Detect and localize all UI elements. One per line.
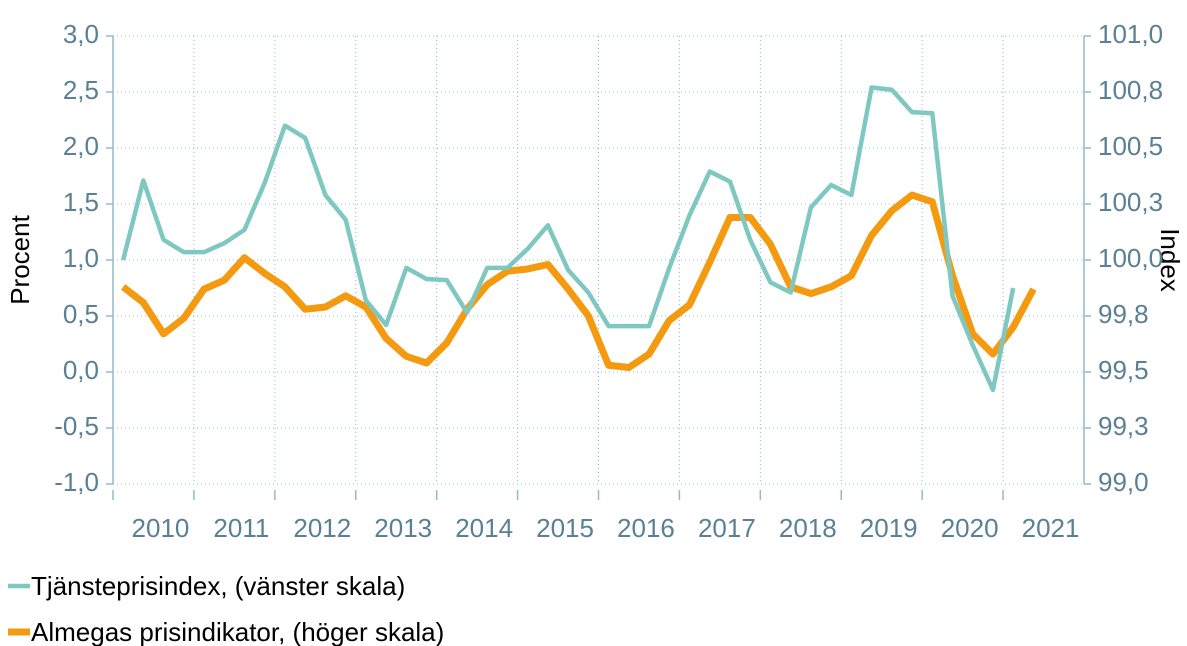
y-tick-label: 1,5 — [63, 187, 99, 217]
y-tick-label: -1,0 — [54, 467, 99, 497]
y-axis-label: Procent — [5, 214, 35, 304]
x-tick-label: 2012 — [293, 513, 351, 543]
x-tick-label: 2014 — [455, 513, 513, 543]
y2-tick-label: 101,0 — [1098, 19, 1163, 49]
y-tick-label: 2,5 — [63, 75, 99, 105]
y2-tick-label: 99,5 — [1098, 355, 1149, 385]
x-tick-label: 2016 — [617, 513, 675, 543]
x-tick-label: 2019 — [860, 513, 918, 543]
y2-tick-label: 100,5 — [1098, 131, 1163, 161]
y-tick-label: 0,5 — [63, 299, 99, 329]
x-tick-label: 2018 — [779, 513, 837, 543]
x-tick-label: 2017 — [698, 513, 756, 543]
series-line — [120, 85, 1016, 393]
x-tick-label: 2015 — [536, 513, 594, 543]
y-tick-label: 3,0 — [63, 19, 99, 49]
y-tick-label: -0,5 — [54, 411, 99, 441]
y2-axis-label: Index — [1155, 228, 1185, 292]
y2-tick-label: 100,3 — [1098, 187, 1163, 217]
y2-tick-label: 100,0 — [1098, 243, 1163, 273]
y2-tick-label: 100,8 — [1098, 75, 1163, 105]
y-tick-label: 1,0 — [63, 243, 99, 273]
y-tick-label: 0,0 — [63, 355, 99, 385]
x-tick-label: 2021 — [1022, 513, 1080, 543]
x-tick-label: 2011 — [213, 513, 269, 543]
legend-label: Tjänsteprisindex, (vänster skala) — [31, 571, 405, 601]
y-tick-label: 2,0 — [63, 131, 99, 161]
x-tick-label: 2013 — [374, 513, 432, 543]
legend-label: Almegas prisindikator, (höger skala) — [31, 617, 444, 646]
y2-tick-label: 99,0 — [1098, 467, 1149, 497]
y2-tick-label: 99,3 — [1098, 411, 1149, 441]
x-tick-label: 2020 — [941, 513, 999, 543]
y2-tick-label: 99,8 — [1098, 299, 1149, 329]
x-tick-label: 2010 — [132, 513, 190, 543]
series-line — [120, 191, 1037, 372]
